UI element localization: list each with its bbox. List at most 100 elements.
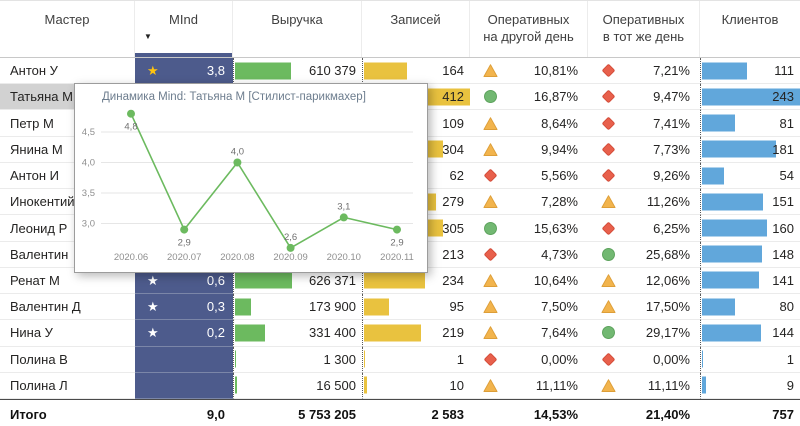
- col-header-mind-label: MInd: [169, 12, 198, 29]
- sort-descending-icon: ▼: [144, 32, 152, 42]
- clients-cell: 1: [700, 347, 800, 373]
- total-records-value: 2 583: [362, 400, 470, 426]
- op-same-day-cell: 9,26%: [588, 163, 700, 189]
- op-same-day-cell: 7,73%: [588, 137, 700, 163]
- col-header-op-next-day[interactable]: Оперативных на другой день: [470, 1, 588, 57]
- clients-cell-value: 243: [772, 89, 794, 104]
- kpi-triangle-icon: [483, 63, 498, 78]
- svg-text:3,5: 3,5: [82, 188, 95, 199]
- tooltip-card: Динамика Mind: Татьяна М [Стилист-парикм…: [74, 83, 428, 273]
- records-cell-value: 412: [442, 89, 464, 104]
- mind-value: 0,3: [207, 299, 225, 314]
- records-cell: 1: [362, 347, 470, 373]
- kpi-diamond-icon: [601, 142, 616, 157]
- star-icon: ★: [147, 326, 159, 339]
- op-same-day-cell: 6,25%: [588, 215, 700, 241]
- clients-cell-value: 181: [772, 142, 794, 157]
- clients-cell-value: 148: [772, 247, 794, 262]
- total-label: Итого: [0, 400, 135, 426]
- records-cell-value: 279: [442, 194, 464, 209]
- op-same-day-cell-value: 29,17%: [646, 325, 690, 340]
- col-header-op-same-day[interactable]: Оперативных в тот же день: [588, 1, 700, 57]
- svg-text:4,0: 4,0: [82, 158, 95, 169]
- op-same-day-cell: 25,68%: [588, 242, 700, 268]
- kpi-circle-icon: [601, 325, 616, 340]
- master-cell: Полина Л: [0, 373, 135, 399]
- kpi-triangle-icon: [483, 299, 498, 314]
- kpi-triangle-icon: [483, 116, 498, 131]
- col-header-records[interactable]: Записей: [362, 1, 470, 57]
- clients-cell: 144: [700, 320, 800, 346]
- records-bar: [364, 62, 407, 79]
- svg-text:3,0: 3,0: [82, 219, 95, 230]
- revenue-bar: [235, 324, 265, 341]
- op-next-day-cell-value: 0,00%: [541, 352, 578, 367]
- op-same-day-cell: 7,21%: [588, 58, 700, 84]
- mind-cell: [135, 347, 233, 373]
- op-next-day-cell: 11,11%: [470, 373, 588, 399]
- clients-cell-value: 151: [772, 194, 794, 209]
- kpi-triangle-icon: [483, 378, 498, 393]
- op-next-day-cell-value: 7,28%: [541, 194, 578, 209]
- svg-text:2020.08: 2020.08: [220, 252, 254, 263]
- op-same-day-cell-value: 11,11%: [648, 378, 690, 393]
- kpi-circle-icon: [601, 247, 616, 262]
- kpi-diamond-icon: [483, 168, 498, 183]
- op-next-day-cell-value: 5,56%: [541, 168, 578, 183]
- master-cell: Антон У: [0, 58, 135, 84]
- col-header-mind[interactable]: MInd ▼: [135, 1, 233, 57]
- total-revenue-value: 5 753 205: [233, 400, 362, 426]
- clients-bar: [702, 324, 761, 341]
- master-cell: Валентин Д: [0, 294, 135, 320]
- total-op-next-day-value: 14,53%: [470, 400, 588, 426]
- revenue-bar: [235, 377, 237, 394]
- kpi-diamond-icon: [601, 63, 616, 78]
- op-same-day-cell: 0,00%: [588, 347, 700, 373]
- op-next-day-cell: 9,94%: [470, 137, 588, 163]
- clients-cell-value: 144: [772, 325, 794, 340]
- records-cell: 95: [362, 294, 470, 320]
- op-next-day-cell: 4,73%: [470, 242, 588, 268]
- revenue-cell: 610 379: [233, 58, 362, 84]
- op-same-day-cell: 11,11%: [588, 373, 700, 399]
- clients-cell-value: 141: [772, 273, 794, 288]
- clients-cell-value: 54: [780, 168, 794, 183]
- records-cell: 219: [362, 320, 470, 346]
- clients-cell: 181: [700, 137, 800, 163]
- col-header-revenue[interactable]: Выручка: [233, 1, 362, 57]
- clients-cell-value: 111: [774, 63, 794, 78]
- records-bar: [364, 298, 389, 315]
- op-same-day-cell: 7,41%: [588, 110, 700, 136]
- mind-cell: ★0,3: [135, 294, 233, 320]
- records-cell-value: 10: [450, 378, 464, 393]
- revenue-bar: [235, 62, 291, 79]
- col-header-master[interactable]: Мастер: [0, 1, 135, 57]
- revenue-cell: 173 900: [233, 294, 362, 320]
- op-same-day-cell-value: 11,26%: [647, 194, 690, 209]
- revenue-cell-value: 1 300: [323, 352, 356, 367]
- mind-value: 0,6: [207, 273, 225, 288]
- col-header-clients[interactable]: Клиентов: [700, 1, 800, 57]
- records-cell-value: 219: [442, 325, 464, 340]
- svg-text:2020.10: 2020.10: [327, 252, 361, 263]
- total-op-same-day-value: 21,40%: [588, 400, 700, 426]
- kpi-triangle-icon: [483, 325, 498, 340]
- tooltip-title: Динамика Mind: Татьяна М [Стилист-парикм…: [75, 84, 427, 103]
- mind-dynamics-line-chart: 4,54,03,53,04,82020.062,92020.074,02020.…: [75, 108, 427, 274]
- clients-cell: 9: [700, 373, 800, 399]
- clients-bar: [702, 167, 724, 184]
- kpi-triangle-icon: [483, 273, 498, 288]
- op-next-day-cell-value: 4,73%: [541, 247, 578, 262]
- op-same-day-cell: 12,06%: [588, 268, 700, 294]
- revenue-cell-value: 610 379: [309, 63, 356, 78]
- op-same-day-cell: 11,26%: [588, 189, 700, 215]
- op-same-day-cell-value: 7,21%: [653, 63, 690, 78]
- clients-cell-value: 9: [787, 378, 794, 393]
- clients-bar: [702, 141, 776, 158]
